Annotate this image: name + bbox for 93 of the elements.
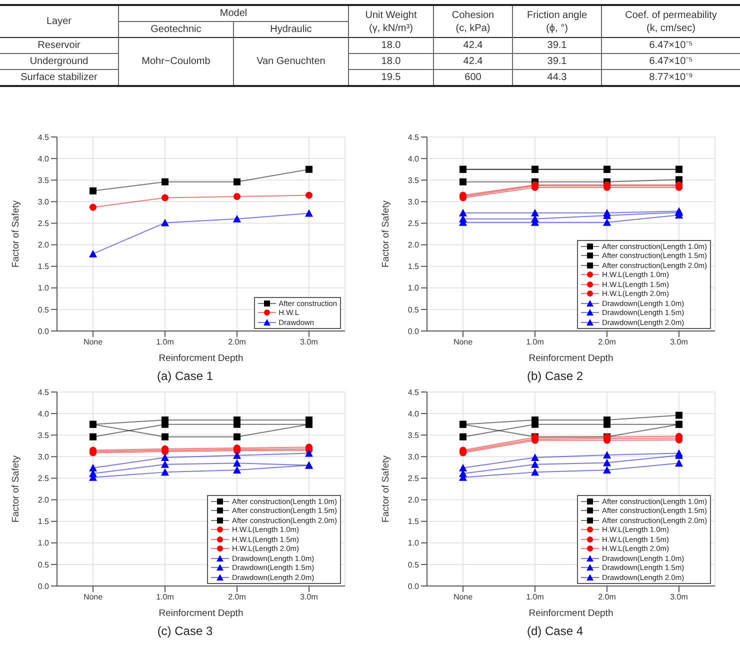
- y-tick-label: 2.5: [38, 474, 50, 484]
- y-tick-label: 0.0: [38, 326, 50, 336]
- text: Friction angle (ϕ, °): [512, 5, 602, 38]
- y-tick-label: 0.5: [38, 305, 50, 314]
- text: (c) Case 3: [156, 624, 214, 638]
- y-axis-title: Factor of Safety: [10, 455, 22, 523]
- x-tick-label: 2.0m: [228, 592, 246, 602]
- y-tick-label: 4.0: [38, 409, 50, 418]
- y-tick-label: 0.5: [38, 560, 50, 570]
- text: 42.4: [434, 54, 512, 70]
- y-tick-label: 2.5: [38, 219, 50, 228]
- text: 18.0: [348, 54, 434, 70]
- text: Surface stabilizer: [0, 70, 118, 86]
- y-tick-label: 4.0: [408, 154, 420, 164]
- x-tick-label: 3.0m: [300, 592, 318, 602]
- text: (b) Case 2: [526, 369, 584, 383]
- x-tick-label: 3.0m: [670, 592, 688, 602]
- y-tick-label: 2.0: [408, 496, 420, 505]
- y-tick-label: 3.0: [38, 452, 50, 462]
- text: Cohesion (c, kPa): [434, 5, 512, 38]
- y-tick-label: 1.0: [408, 284, 420, 293]
- y-tick-label: 1.0: [38, 538, 50, 548]
- y-tick-label: 1.0: [38, 284, 50, 293]
- text: (d) Case 4: [526, 624, 584, 638]
- y-tick-label: 2.0: [38, 496, 50, 505]
- x-tick-label: 2.0m: [228, 338, 246, 347]
- x-tick-label: 1.0m: [156, 338, 174, 347]
- text: 44.3: [512, 70, 602, 86]
- y-tick-label: 2.0: [38, 240, 50, 250]
- y-axis-title: Factor of Safety: [380, 455, 392, 523]
- x-tick-label: 2.0m: [598, 592, 616, 602]
- y-tick-label: 3.0: [408, 452, 420, 462]
- x-tick-label: None: [453, 592, 474, 602]
- text: 42.4: [434, 38, 512, 54]
- x-tick-label: 2.0m: [598, 338, 616, 347]
- y-axis-title: Factor of Safety: [380, 200, 392, 268]
- text: 18.0: [348, 38, 434, 54]
- y-tick-label: 0.5: [408, 305, 420, 314]
- y-tick-label: 3.5: [38, 176, 50, 185]
- text: Mohr−Coulomb: [118, 38, 234, 86]
- y-axis-title: Factor of Safety: [10, 200, 22, 268]
- x-tick-label: None: [83, 592, 104, 602]
- y-tick-label: 0.0: [408, 582, 420, 591]
- text: 6.47×10⁻⁵: [648, 55, 694, 69]
- x-tick-label: None: [453, 338, 474, 347]
- y-tick-label: 2.5: [408, 474, 420, 484]
- x-tick-label: 3.0m: [300, 338, 318, 347]
- text: Unit Weight (γ, kN/m³): [348, 5, 434, 38]
- y-tick-label: 3.0: [408, 198, 420, 207]
- x-tick-label: 1.0m: [526, 592, 544, 602]
- y-tick-label: 4.5: [408, 388, 420, 397]
- x-tick-label: None: [83, 338, 104, 347]
- x-axis-title: Reinforcment Depth: [158, 608, 244, 619]
- text: 19.5: [348, 70, 434, 86]
- text: Model: [118, 5, 348, 22]
- text: (a) Case 1: [156, 369, 214, 383]
- y-tick-label: 1.5: [408, 517, 420, 526]
- y-tick-label: 3.5: [408, 176, 420, 185]
- text: Coef. of permeability (k, cm/sec): [624, 8, 718, 36]
- y-tick-label: 4.0: [38, 154, 50, 164]
- x-tick-label: 3.0m: [670, 338, 688, 347]
- y-tick-label: 3.5: [38, 430, 50, 440]
- x-tick-label: 1.0m: [156, 592, 174, 602]
- text: 39.1: [512, 38, 602, 54]
- text: Reservoir: [0, 38, 118, 54]
- y-tick-label: 4.5: [38, 388, 50, 397]
- text: 6.47×10⁻⁵: [648, 39, 694, 53]
- y-tick-label: 4.5: [408, 132, 420, 142]
- y-tick-label: 0.0: [38, 582, 50, 591]
- y-tick-label: 2.5: [408, 219, 420, 228]
- y-tick-label: 1.5: [38, 517, 50, 526]
- text: Underground: [0, 54, 118, 70]
- y-tick-label: 1.5: [408, 262, 420, 272]
- x-axis-title: Reinforcment Depth: [528, 353, 614, 364]
- y-tick-label: 4.0: [408, 409, 420, 418]
- text: Layer: [0, 5, 118, 38]
- text: 8.77×10⁻⁹: [648, 71, 694, 85]
- text: Hydraulic: [233, 22, 348, 38]
- y-tick-label: 1.5: [38, 262, 50, 272]
- text: 600: [434, 70, 512, 86]
- y-tick-label: 4.5: [38, 132, 50, 142]
- y-tick-label: 0.5: [408, 560, 420, 570]
- y-tick-label: 2.0: [408, 240, 420, 250]
- y-tick-label: 3.5: [408, 430, 420, 440]
- text: Geotechnic: [118, 22, 234, 38]
- y-tick-label: 3.0: [38, 198, 50, 207]
- x-axis-title: Reinforcment Depth: [158, 353, 244, 364]
- text: 39.1: [512, 54, 602, 70]
- x-axis-title: Reinforcment Depth: [528, 608, 614, 619]
- text: Van Genuchten: [233, 38, 348, 86]
- x-tick-label: 1.0m: [526, 338, 544, 347]
- y-tick-label: 1.0: [408, 538, 420, 548]
- y-tick-label: 0.0: [408, 326, 420, 336]
